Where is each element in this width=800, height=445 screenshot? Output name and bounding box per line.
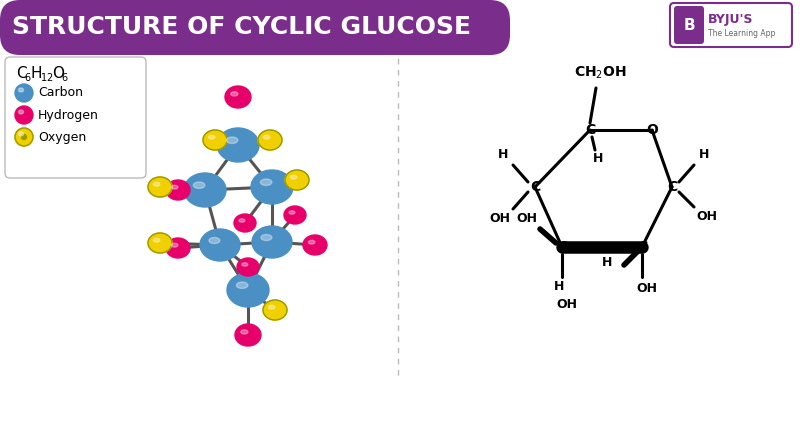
Ellipse shape <box>252 226 292 258</box>
FancyBboxPatch shape <box>670 3 792 47</box>
Ellipse shape <box>268 305 275 309</box>
Text: C: C <box>557 240 567 254</box>
Ellipse shape <box>234 214 256 232</box>
Ellipse shape <box>154 182 160 186</box>
Ellipse shape <box>154 239 160 242</box>
Text: The Learning App: The Learning App <box>708 28 775 37</box>
Ellipse shape <box>148 177 172 197</box>
Ellipse shape <box>148 233 172 253</box>
Ellipse shape <box>263 300 287 320</box>
Ellipse shape <box>203 130 227 150</box>
Text: H: H <box>554 280 564 294</box>
Text: H: H <box>699 149 709 162</box>
Ellipse shape <box>217 128 259 162</box>
Text: $\mathsf{H}$: $\mathsf{H}$ <box>30 65 42 81</box>
Ellipse shape <box>289 211 295 214</box>
Ellipse shape <box>208 135 215 139</box>
Text: C: C <box>585 123 595 137</box>
Ellipse shape <box>241 330 248 334</box>
Text: OH: OH <box>637 283 658 295</box>
Text: STRUCTURE OF CYCLIC GLUCOSE: STRUCTURE OF CYCLIC GLUCOSE <box>12 15 471 39</box>
Text: O: O <box>646 123 658 137</box>
Text: Hydrogen: Hydrogen <box>38 109 99 121</box>
Circle shape <box>15 128 33 146</box>
Ellipse shape <box>171 243 178 247</box>
Text: $\mathsf{C}$: $\mathsf{C}$ <box>16 65 28 81</box>
Text: OH: OH <box>517 213 538 226</box>
Text: $\mathsf{6}$: $\mathsf{6}$ <box>24 71 31 83</box>
Text: BYJU'S: BYJU'S <box>708 13 754 27</box>
Ellipse shape <box>184 173 226 207</box>
Ellipse shape <box>166 180 190 200</box>
Ellipse shape <box>285 170 309 190</box>
Ellipse shape <box>237 258 259 276</box>
Text: B: B <box>683 17 695 32</box>
FancyBboxPatch shape <box>674 6 704 44</box>
Text: OH: OH <box>557 299 578 312</box>
Ellipse shape <box>209 238 220 243</box>
Ellipse shape <box>18 132 23 136</box>
Ellipse shape <box>308 240 315 244</box>
Ellipse shape <box>260 179 272 186</box>
FancyBboxPatch shape <box>5 57 146 178</box>
Ellipse shape <box>226 137 238 143</box>
Ellipse shape <box>290 175 297 179</box>
Text: C: C <box>637 240 647 254</box>
Circle shape <box>22 134 26 139</box>
Text: H: H <box>498 149 508 162</box>
Ellipse shape <box>171 185 178 189</box>
Ellipse shape <box>18 110 23 114</box>
Ellipse shape <box>225 86 251 108</box>
Ellipse shape <box>284 206 306 224</box>
Text: $\mathsf{6}$: $\mathsf{6}$ <box>61 71 69 83</box>
Ellipse shape <box>258 130 282 150</box>
Ellipse shape <box>194 182 205 189</box>
Text: $\mathsf{12}$: $\mathsf{12}$ <box>40 71 54 83</box>
Ellipse shape <box>239 219 245 222</box>
Ellipse shape <box>303 235 327 255</box>
Text: H: H <box>593 151 603 165</box>
Ellipse shape <box>236 282 248 288</box>
Text: CH$_2$OH: CH$_2$OH <box>574 65 626 81</box>
Circle shape <box>15 106 33 124</box>
Ellipse shape <box>227 273 269 307</box>
Text: H: H <box>602 255 612 268</box>
FancyBboxPatch shape <box>0 0 510 55</box>
Ellipse shape <box>200 229 240 261</box>
Ellipse shape <box>251 170 293 204</box>
Text: Oxygen: Oxygen <box>38 130 86 143</box>
Ellipse shape <box>18 88 23 92</box>
Ellipse shape <box>235 324 261 346</box>
Text: OH: OH <box>697 210 718 223</box>
Ellipse shape <box>242 263 248 266</box>
Text: OH: OH <box>490 213 510 226</box>
Text: C: C <box>667 180 677 194</box>
Ellipse shape <box>263 135 270 139</box>
Circle shape <box>15 84 33 102</box>
Ellipse shape <box>230 92 238 96</box>
Text: $\mathsf{O}$: $\mathsf{O}$ <box>52 65 65 81</box>
Text: Carbon: Carbon <box>38 86 83 100</box>
Text: C: C <box>530 180 540 194</box>
Ellipse shape <box>166 238 190 258</box>
Ellipse shape <box>261 235 272 241</box>
